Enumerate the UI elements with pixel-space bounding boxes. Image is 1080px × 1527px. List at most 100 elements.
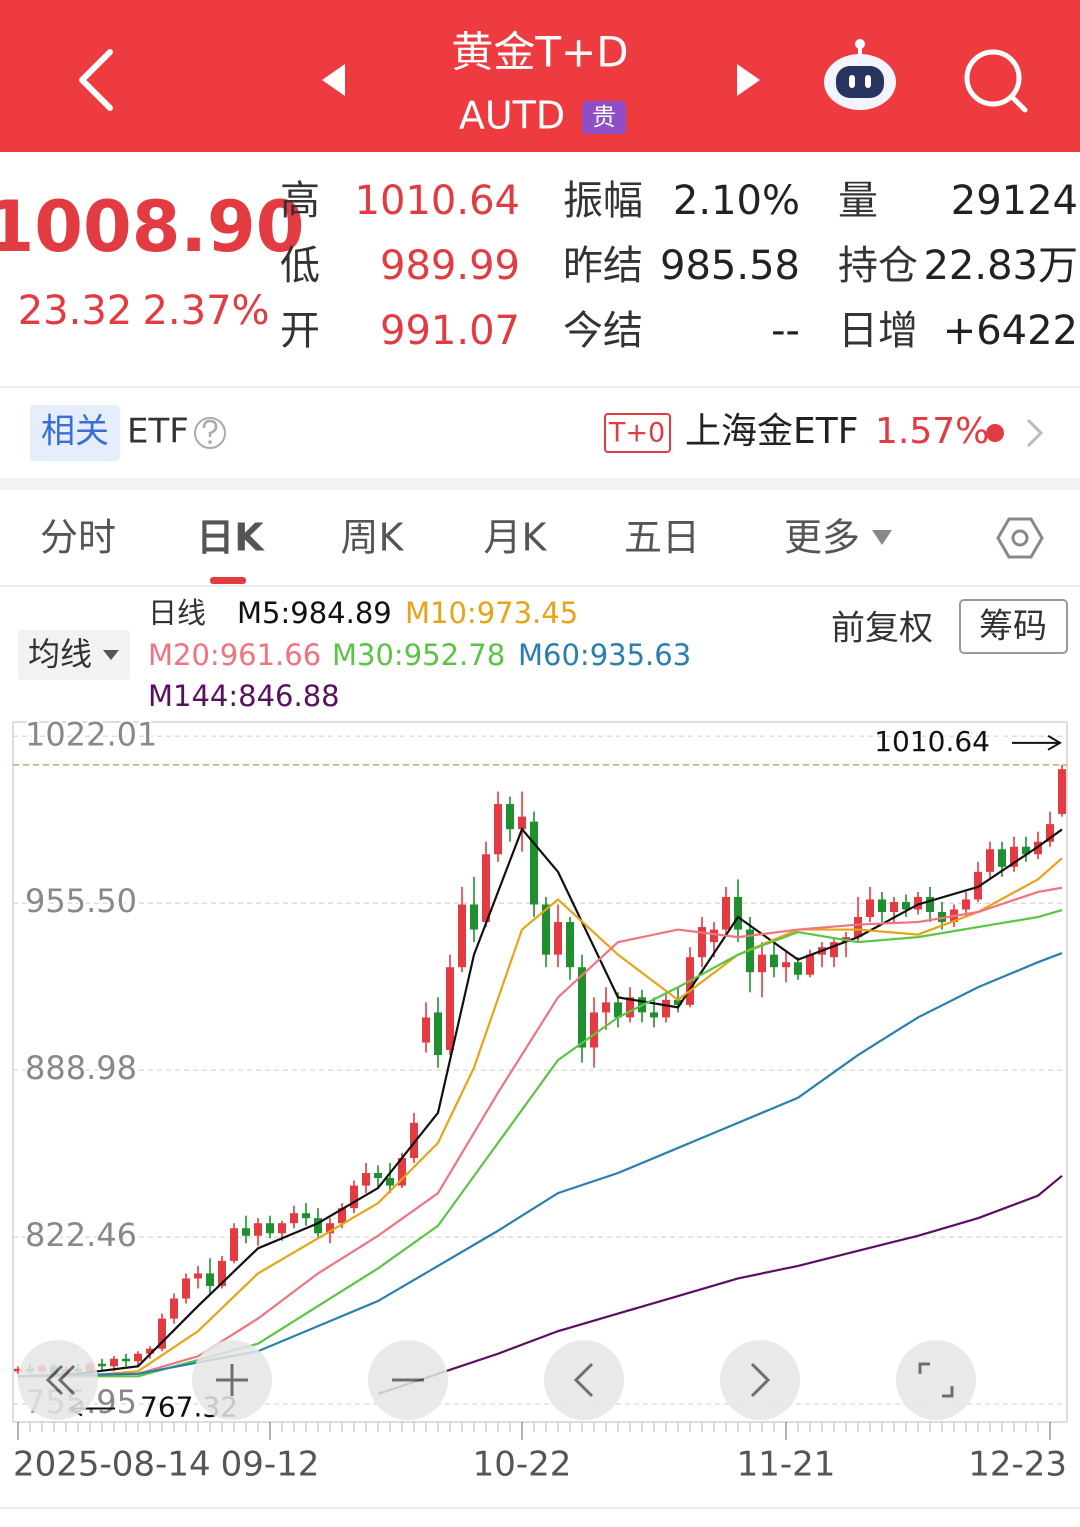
candle-body xyxy=(578,967,586,1048)
candle-body xyxy=(314,1218,322,1234)
legend-entry: M30:952.78 xyxy=(332,638,505,672)
candle-body xyxy=(794,962,802,975)
candle-body xyxy=(518,816,526,830)
candle-body xyxy=(230,1228,238,1261)
stat-label: 今结 xyxy=(563,308,643,354)
ma-menu[interactable]: 均线 xyxy=(28,635,92,673)
candle-body xyxy=(170,1298,178,1319)
chevron[interactable] xyxy=(1026,418,1044,448)
tab[interactable]: 周K xyxy=(341,516,405,560)
stat-value: 22.83万 xyxy=(923,243,1078,289)
stat-label: 振幅 xyxy=(563,178,643,224)
candle-body xyxy=(674,999,682,1005)
x-tick-label: 12-23 xyxy=(968,1445,1067,1485)
candle-body xyxy=(410,1122,418,1158)
adjust[interactable]: 前复权 xyxy=(831,609,933,649)
robot-icon[interactable] xyxy=(824,39,896,110)
ma-menu-arrow xyxy=(103,650,119,660)
prev-button[interactable] xyxy=(322,64,345,96)
legend-entry: M144:846.88 xyxy=(148,679,340,713)
legend-entry: M20:961.66 xyxy=(148,638,321,672)
candle-body xyxy=(710,929,718,943)
candle-body xyxy=(902,901,910,910)
settings-icon[interactable] xyxy=(996,517,1044,559)
candle-body xyxy=(398,1157,406,1186)
ma-line xyxy=(17,827,1063,1378)
next-button[interactable] xyxy=(737,64,760,96)
candle-body xyxy=(542,904,550,955)
t0-box xyxy=(604,413,671,453)
candle-body xyxy=(1046,824,1054,842)
tab[interactable]: 日K xyxy=(196,516,265,560)
candle-body xyxy=(446,967,454,1051)
candle-body xyxy=(830,942,838,958)
candle-body xyxy=(218,1260,226,1286)
candle-body xyxy=(482,854,490,923)
more-arrow xyxy=(872,530,892,545)
ma-menu-bg[interactable] xyxy=(18,630,130,680)
tabs: 分时 日K 周K 月K 五日 更多 xyxy=(40,516,860,560)
change: 23.32 xyxy=(18,288,133,334)
candle-body xyxy=(890,901,898,912)
candle-body xyxy=(878,899,886,912)
x-tick-label: 2025-08-14 xyxy=(13,1445,211,1485)
candle-body xyxy=(806,954,814,975)
x-tick-label: 09-12 xyxy=(221,1445,320,1485)
candle-body xyxy=(1058,769,1066,814)
candle-body xyxy=(338,1208,346,1224)
candle-body xyxy=(206,1273,214,1286)
candle-body xyxy=(122,1358,130,1362)
stat-value: 989.99 xyxy=(380,243,520,289)
candle-body xyxy=(506,804,514,830)
y-tick-label: 1022.01 xyxy=(25,715,157,753)
candle-body xyxy=(650,1012,658,1018)
tab[interactable]: 月K xyxy=(484,516,548,560)
tab[interactable]: 分时 xyxy=(40,516,116,560)
chips[interactable]: 筹码 xyxy=(979,607,1047,647)
pan-left-button[interactable] xyxy=(544,1340,624,1420)
candle-body xyxy=(458,904,466,968)
ma-line xyxy=(18,857,1063,1378)
pan-right-button[interactable] xyxy=(720,1340,800,1420)
candle-body xyxy=(914,896,922,910)
candle-body xyxy=(758,954,766,973)
etf-name[interactable]: 上海金ETF xyxy=(685,411,858,452)
candle-body xyxy=(110,1358,118,1367)
candle-body xyxy=(1010,846,1018,867)
candle-body xyxy=(854,917,862,938)
stat-value: -- xyxy=(771,308,800,354)
tab[interactable]: 五日 xyxy=(624,516,700,560)
stat-label: 持仓 xyxy=(838,243,918,289)
legend-entry: M5:984.89 xyxy=(237,596,392,630)
stat-value: 991.07 xyxy=(380,308,520,354)
title: 黄金T+D xyxy=(451,28,628,77)
code: AUTD xyxy=(459,94,565,138)
etf-tag: 相关 xyxy=(41,412,109,452)
candle-body xyxy=(302,1213,310,1219)
candle-body xyxy=(614,1002,622,1018)
stat-value: 2.10% xyxy=(673,178,800,224)
legend-entry: M10:973.45 xyxy=(405,596,578,630)
candle-body xyxy=(134,1353,142,1362)
stat-value: +6422 xyxy=(943,308,1078,354)
tab[interactable]: 更多 xyxy=(784,516,860,560)
badge: 贵 xyxy=(592,103,616,131)
chips-button[interactable] xyxy=(959,599,1068,654)
legend-entry: M60:935.63 xyxy=(518,638,691,672)
candle-body xyxy=(182,1278,190,1299)
candle-body xyxy=(266,1223,274,1234)
high-arrow xyxy=(1012,734,1062,751)
back-button[interactable] xyxy=(79,49,113,111)
candle-body xyxy=(998,849,1006,867)
candle-body xyxy=(986,849,994,872)
candle-body xyxy=(626,997,634,1018)
search-icon[interactable] xyxy=(964,49,1028,113)
help-icon[interactable] xyxy=(194,417,226,449)
period: 日线 xyxy=(148,596,206,630)
candle-body xyxy=(194,1273,202,1279)
fullscreen-button[interactable] xyxy=(896,1340,976,1420)
stat-label: 低 xyxy=(280,243,320,289)
candle-body xyxy=(554,922,562,955)
tag-bg xyxy=(30,405,120,461)
candle-body xyxy=(158,1318,166,1349)
